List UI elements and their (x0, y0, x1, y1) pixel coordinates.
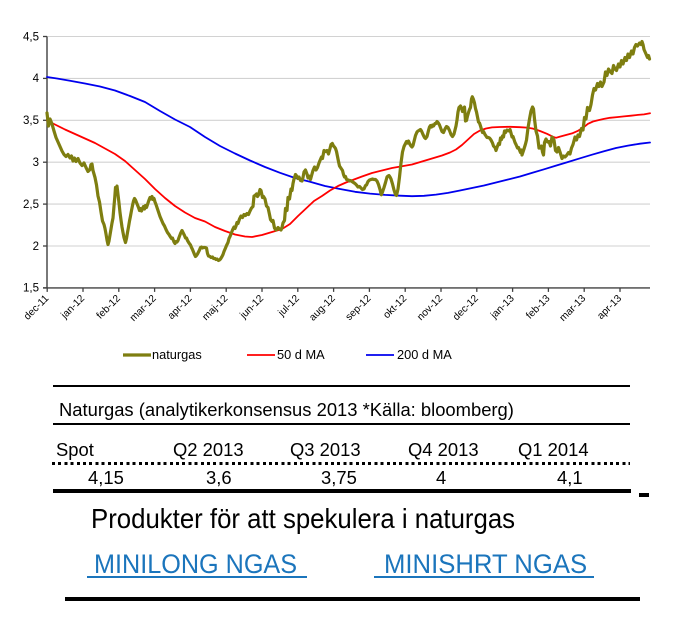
svg-text:naturgas: naturgas (152, 347, 202, 362)
svg-text:nov-12: nov-12 (415, 293, 445, 323)
svg-text:2,5: 2,5 (23, 199, 39, 211)
svg-text:jan-12: jan-12 (59, 293, 88, 322)
svg-text:2: 2 (33, 241, 39, 253)
svg-text:3,5: 3,5 (23, 115, 39, 127)
svg-text:jun-12: jun-12 (238, 293, 267, 322)
svg-text:maj-12: maj-12 (201, 293, 231, 323)
svg-text:50 d MA: 50 d MA (277, 347, 325, 362)
svg-text:sep-12: sep-12 (344, 293, 374, 323)
svg-text:200 d MA: 200 d MA (397, 347, 452, 362)
svg-text:3: 3 (33, 157, 39, 169)
svg-text:1,5: 1,5 (23, 283, 39, 295)
svg-text:apr-13: apr-13 (596, 293, 625, 322)
svg-text:feb-12: feb-12 (95, 293, 123, 321)
svg-text:4: 4 (33, 73, 40, 85)
svg-text:mar-13: mar-13 (558, 293, 589, 324)
svg-text:jul-12: jul-12 (276, 293, 302, 319)
svg-text:aug-12: aug-12 (308, 293, 338, 323)
svg-text:mar-12: mar-12 (128, 293, 159, 324)
svg-text:okt-12: okt-12 (382, 293, 410, 321)
svg-text:4,5: 4,5 (23, 31, 39, 43)
svg-text:dec-11: dec-11 (22, 293, 52, 323)
svg-text:dec-12: dec-12 (451, 293, 481, 323)
svg-text:jan-13: jan-13 (488, 293, 517, 322)
svg-text:feb-13: feb-13 (524, 293, 552, 321)
svg-text:apr-12: apr-12 (166, 293, 195, 322)
